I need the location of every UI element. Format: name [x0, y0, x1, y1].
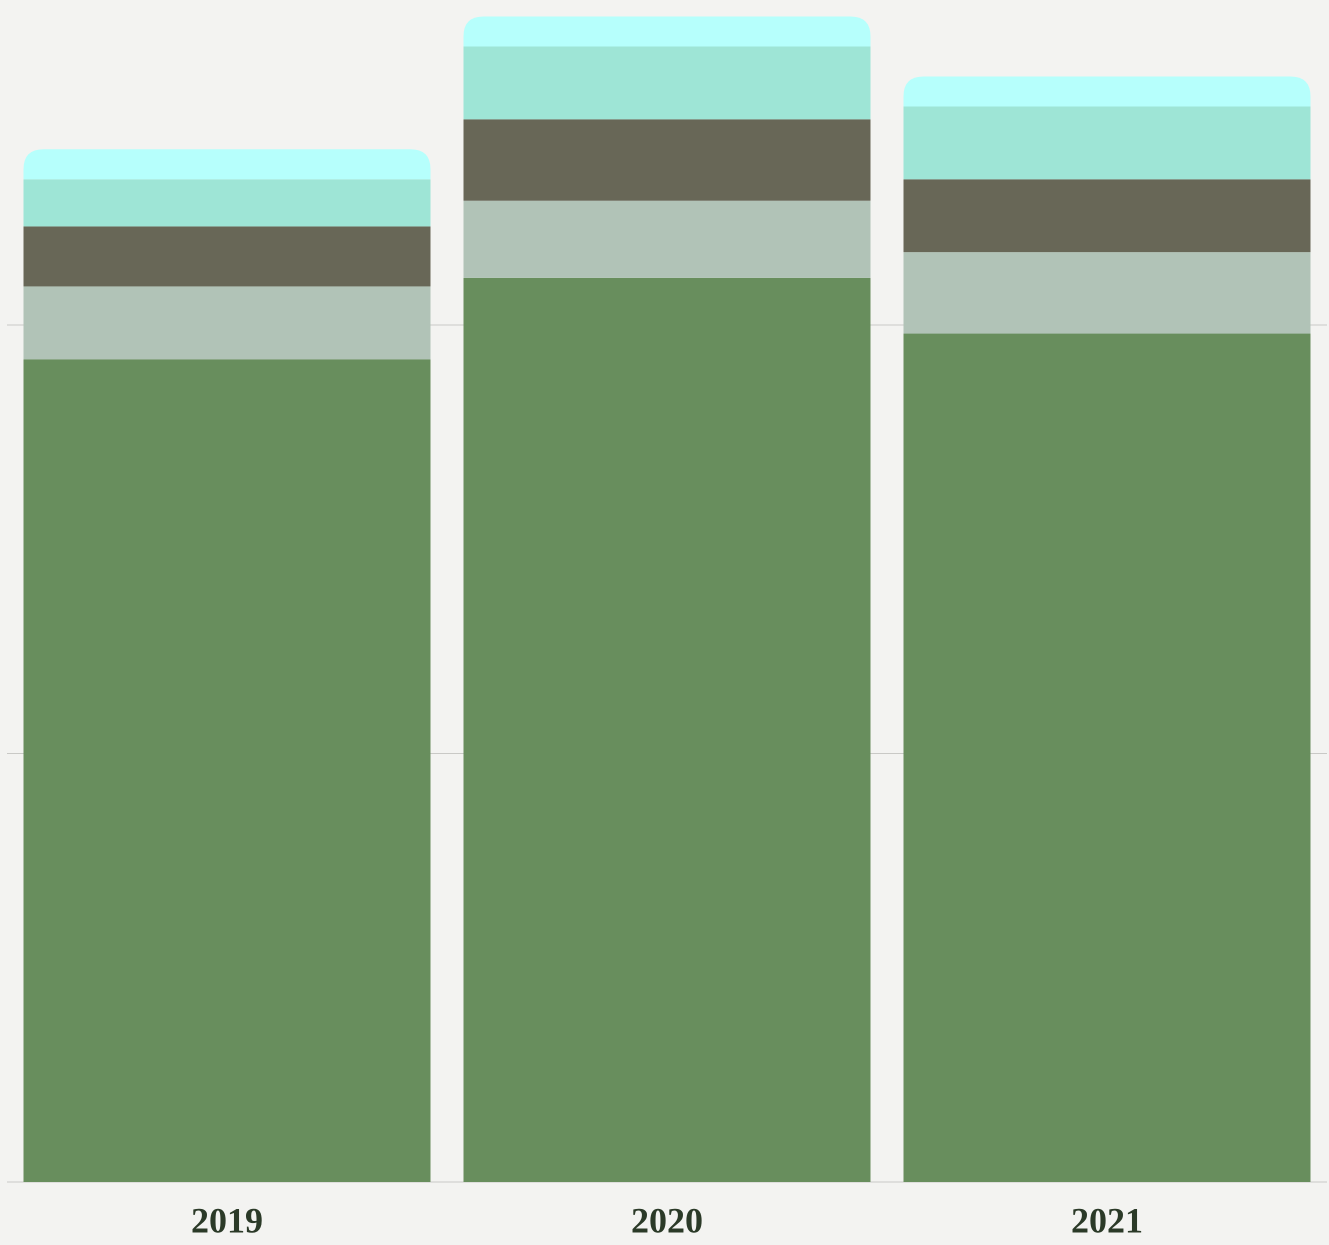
- bar-segment: [463, 119, 871, 201]
- bar-segment: [903, 252, 1311, 334]
- bar-segment: [903, 179, 1311, 253]
- bar-segment: [23, 149, 431, 180]
- bar-segment: [463, 200, 871, 278]
- bar-segment: [463, 277, 871, 1182]
- x-tick-label: 2019: [191, 1200, 263, 1240]
- bar-segment: [23, 226, 431, 287]
- bar-segment: [23, 179, 431, 227]
- bar-segment: [23, 359, 431, 1182]
- bar-segment: [903, 76, 1311, 107]
- bar-segment: [903, 333, 1311, 1182]
- bar-segment: [463, 16, 871, 47]
- bar-segment: [23, 286, 431, 360]
- x-tick-label: 2020: [631, 1200, 703, 1240]
- bar-segment: [903, 106, 1311, 180]
- x-tick-label: 2021: [1071, 1200, 1143, 1240]
- bar-segment: [463, 46, 871, 120]
